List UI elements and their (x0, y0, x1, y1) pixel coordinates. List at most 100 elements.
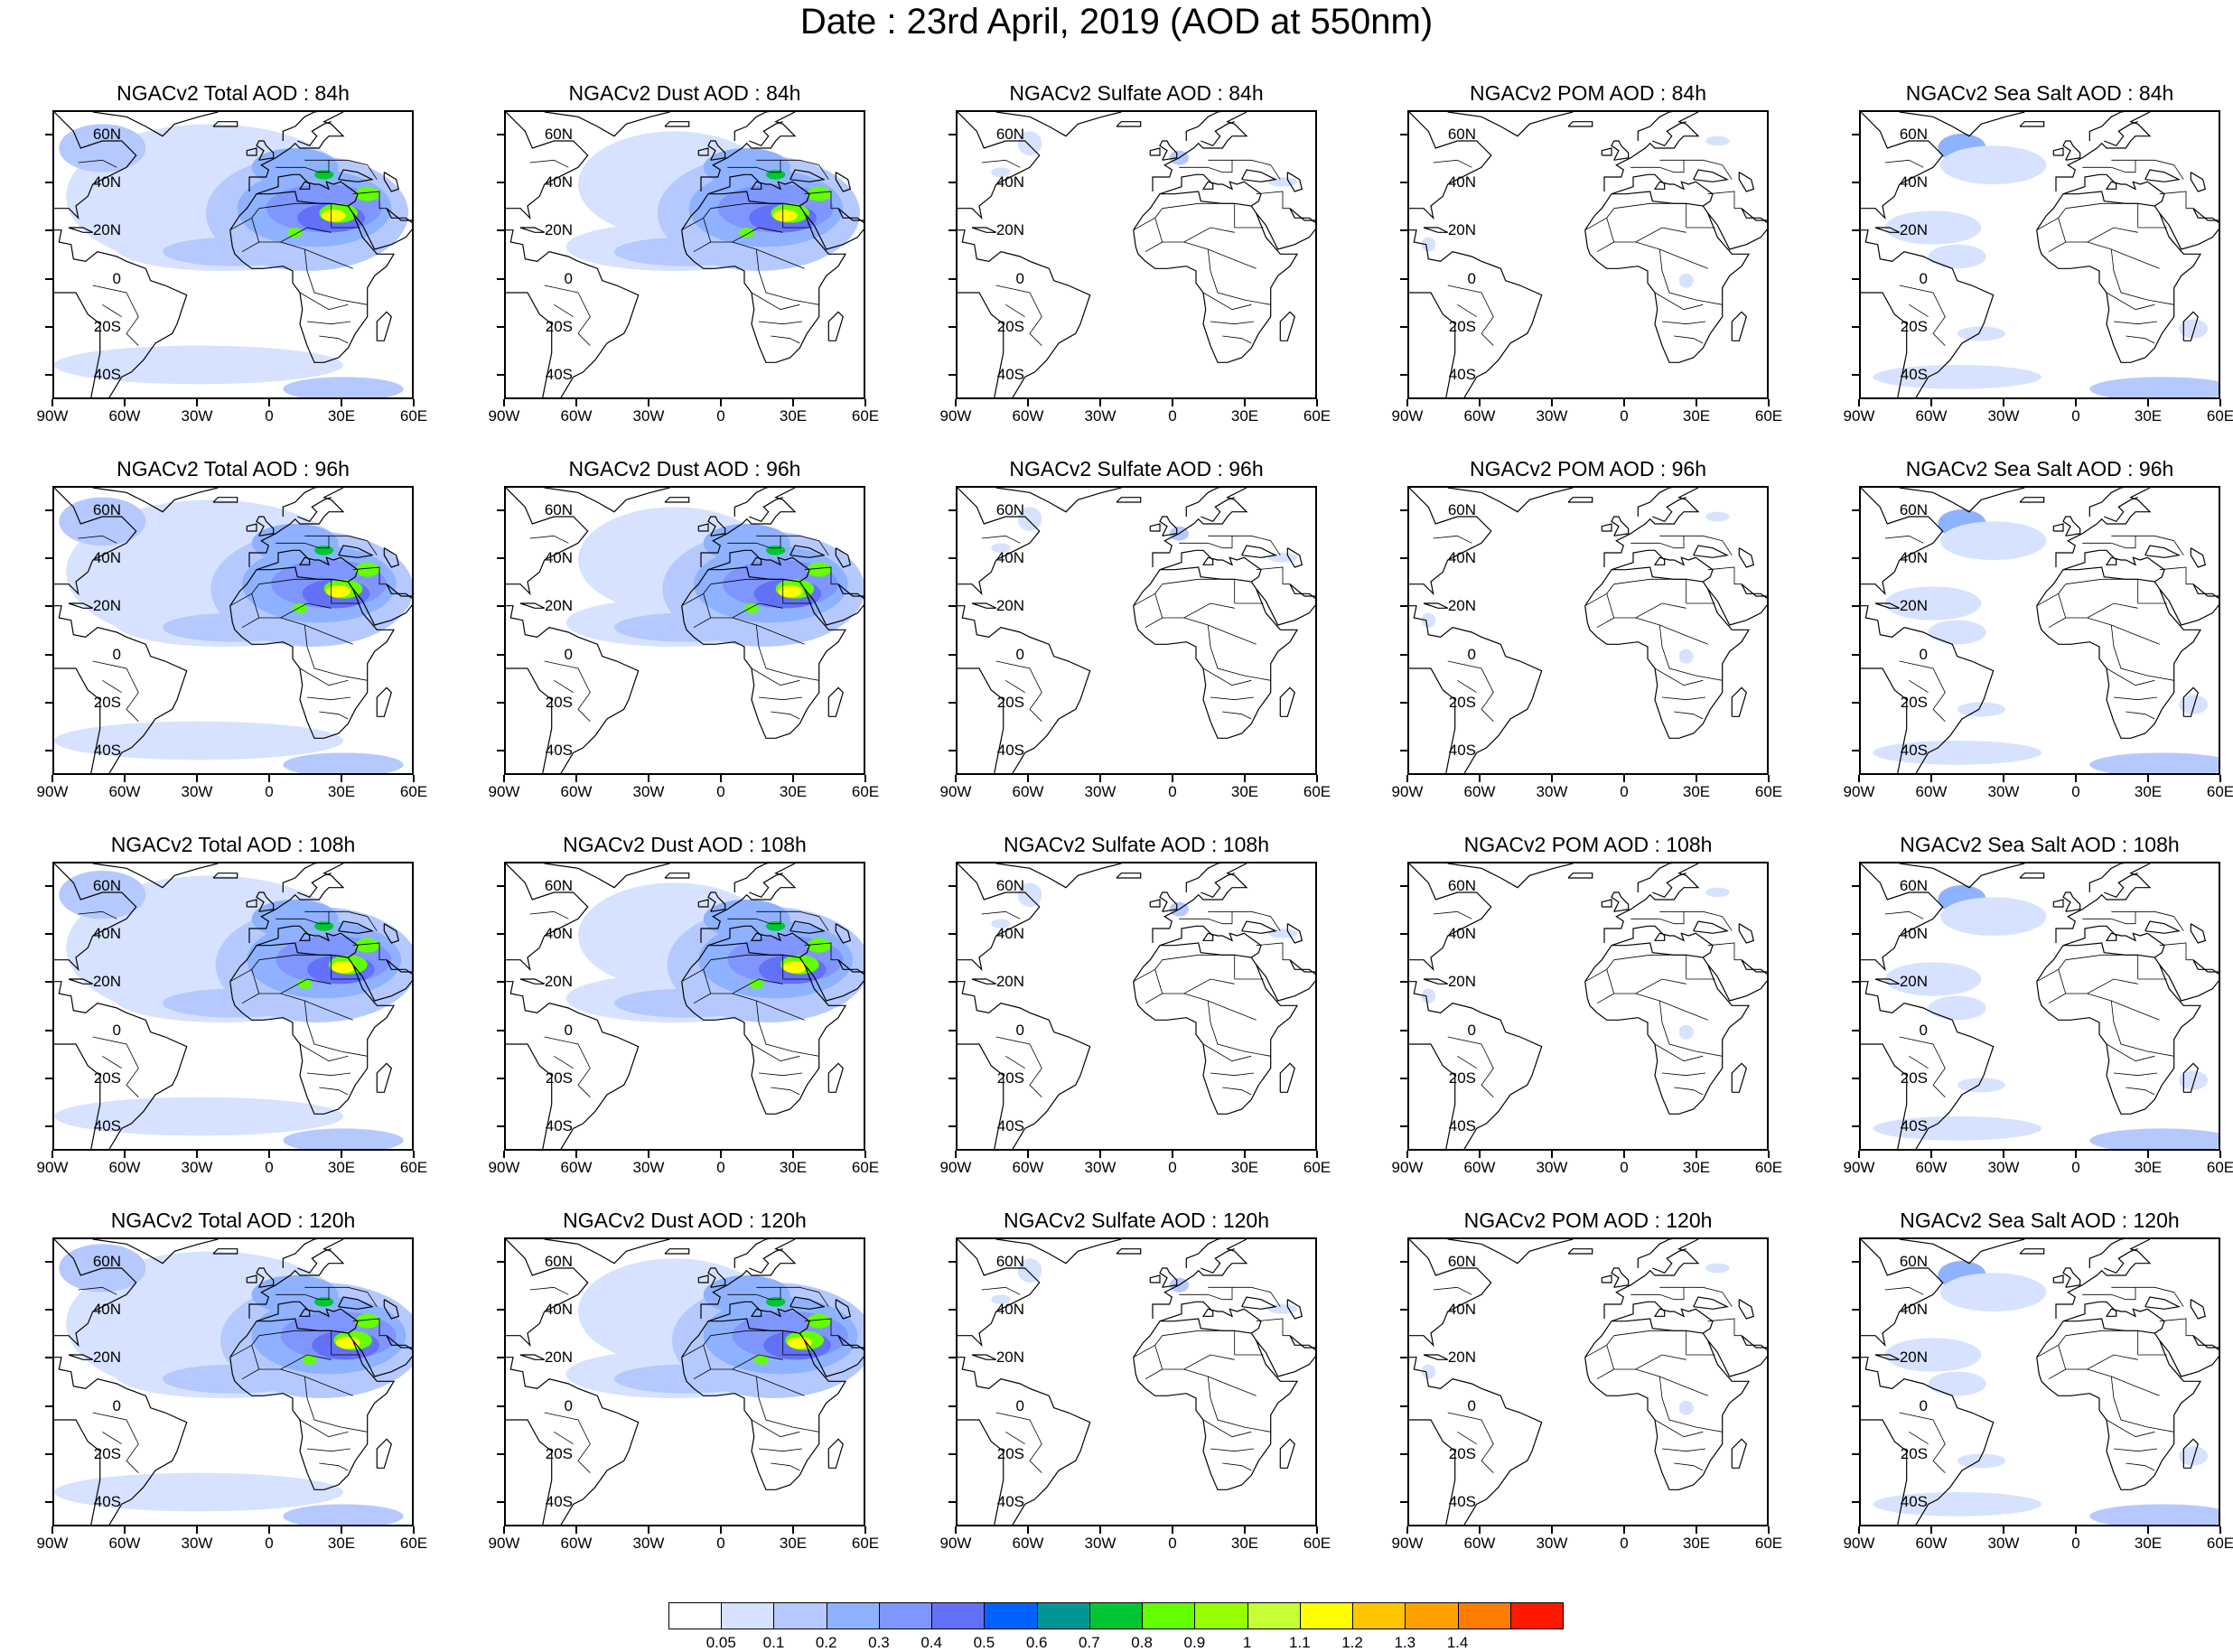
lat-tick-label: 20S (1448, 1445, 1476, 1462)
lat-tick (1852, 182, 1859, 183)
coastline (1152, 488, 1248, 567)
aod-field (1957, 702, 2005, 717)
country-border (78, 1286, 117, 1295)
country-border (780, 535, 819, 542)
lon-tick (503, 1151, 505, 1158)
coastline (1159, 549, 1262, 583)
country-border (1658, 1376, 1723, 1433)
lat-tick-label: 0 (1015, 269, 1024, 287)
lat-tick (497, 1453, 504, 1455)
lat-tick-label: 0 (564, 269, 573, 287)
lon-tick (1316, 1151, 1318, 1158)
country-border (732, 993, 805, 1021)
lat-tick-label: 40N (995, 1301, 1024, 1318)
lat-tick (45, 702, 52, 704)
coastline (338, 545, 374, 558)
lon-tick-label: 0 (1620, 783, 1629, 800)
country-border (241, 617, 259, 629)
map-canvas (1861, 1239, 2219, 1525)
coastline (282, 1239, 319, 1268)
country-border (2058, 969, 2138, 994)
colorbar-cell (1088, 1602, 1144, 1629)
lon-tick-label: 60W (108, 1159, 141, 1176)
country-border (1884, 1286, 1924, 1295)
lon-tick (1244, 1151, 1246, 1158)
lon-tick-label: 60W (1463, 1535, 1496, 1552)
map-frame (956, 862, 1317, 1151)
coastline (995, 863, 1122, 889)
colorbar-cell (668, 1602, 723, 1629)
coastline (1289, 959, 1315, 973)
lat-tick-label: 20S (1448, 318, 1476, 335)
coastline (2055, 488, 2152, 567)
lon-tick-label: 60W (1915, 783, 1948, 800)
coastline (2019, 873, 2045, 879)
coastline (1611, 925, 1714, 958)
country-border (758, 321, 803, 325)
country-border (102, 303, 122, 318)
coastline (2036, 191, 2202, 363)
coastline (1861, 1419, 1908, 1525)
coastline (1149, 147, 1161, 156)
country-border (1183, 241, 1257, 269)
coastline (733, 112, 771, 141)
lon-tick (2003, 1526, 2004, 1534)
country-border (2065, 954, 2102, 961)
country-border (818, 916, 829, 931)
lon-tick-label: 0 (716, 407, 725, 425)
aod-field (1678, 1400, 1694, 1415)
country-border (1899, 1412, 1946, 1473)
coastline (1159, 1267, 1178, 1288)
lat-tick (948, 509, 956, 511)
lon-tick (575, 1151, 577, 1158)
coastline (1409, 605, 1543, 773)
lat-tick (1852, 1501, 1859, 1504)
country-border (2126, 335, 2155, 344)
coastline (1652, 1248, 1686, 1274)
coastline (1652, 497, 1686, 523)
lon-tick (864, 775, 866, 782)
coastline (2055, 863, 2152, 943)
aod-field (1705, 511, 1730, 522)
aod-field (1957, 1453, 2005, 1469)
country-border (756, 159, 781, 173)
country-border (258, 954, 295, 961)
country-border (304, 1286, 330, 1301)
lat-tick (497, 1501, 504, 1504)
coastline (697, 147, 709, 156)
lon-tick (1623, 1526, 1625, 1534)
lon-tick-label: 60E (2206, 1159, 2233, 1176)
coastline (958, 1357, 1091, 1525)
country-border (1661, 1448, 1706, 1452)
lat-tick-label: 40N (92, 173, 121, 191)
country-border (732, 1368, 805, 1396)
country-border (771, 1462, 800, 1471)
aod-field (807, 938, 831, 953)
map-frame (52, 862, 414, 1151)
country-border (693, 617, 711, 629)
country-border (751, 1419, 800, 1438)
coastline (1861, 1357, 1995, 1525)
lat-tick-label: 60N (92, 125, 121, 143)
coastline (1874, 602, 1900, 609)
lon-tick (1623, 399, 1625, 406)
coastline (700, 112, 797, 191)
lon-tick (1099, 1151, 1101, 1158)
lat-tick-label: 60N (1899, 500, 1928, 518)
lat-tick (45, 1260, 52, 1263)
lon-tick (503, 399, 505, 406)
coastline (1874, 227, 1900, 233)
lon-tick (1316, 775, 1318, 782)
lat-tick (1400, 326, 1407, 328)
lat-tick-label: 0 (112, 269, 121, 287)
coastline (506, 981, 640, 1149)
lat-tick (948, 1029, 956, 1031)
colorbar-cell (1352, 1602, 1406, 1629)
coastline (1152, 112, 1248, 191)
lon-tick-label: 0 (265, 1159, 274, 1176)
panel-title: NGACv2 POM AOD : 84h (1469, 81, 1707, 105)
lat-tick-label: 20S (1900, 1445, 1928, 1462)
country-border (2048, 241, 2066, 253)
coastline (2182, 1062, 2199, 1093)
coastline (1409, 292, 1456, 397)
